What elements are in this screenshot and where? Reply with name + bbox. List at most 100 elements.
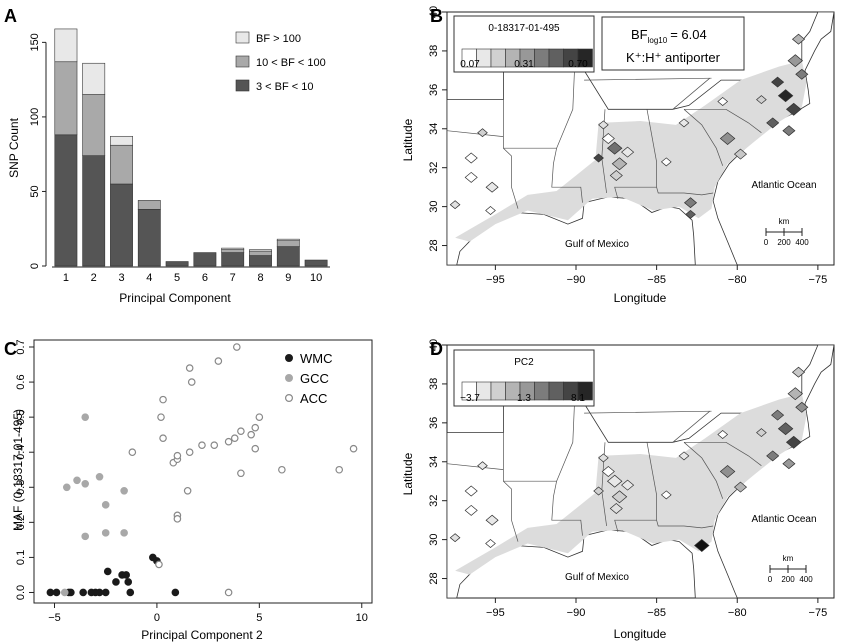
sample-county-26 bbox=[782, 125, 796, 137]
lat-tick-label: 36 bbox=[428, 417, 440, 429]
sample-county-24 bbox=[766, 450, 780, 462]
sample-county-6 bbox=[485, 206, 496, 215]
point-acc-29 bbox=[224, 588, 233, 597]
x-tick-label: 7 bbox=[230, 272, 236, 284]
point-acc-22 bbox=[247, 430, 255, 439]
x-tick-label: 5 bbox=[174, 272, 180, 284]
sample-county-5 bbox=[477, 461, 488, 471]
state-border-10 bbox=[672, 77, 711, 110]
lon-tick-label: −80 bbox=[728, 607, 747, 619]
x-tick-label: 9 bbox=[285, 272, 291, 284]
lon-tick-label: −75 bbox=[809, 607, 828, 619]
lat-tick-label: 30 bbox=[428, 200, 440, 212]
sample-county-28 bbox=[795, 401, 809, 413]
bf-prefix: BF bbox=[631, 27, 648, 42]
panel-b-axes: −95 −90 −85 −80 −75 28 30 32 34 36 38 40 bbox=[428, 6, 827, 286]
sample-county-20 bbox=[733, 148, 748, 160]
bar-9-series-1 bbox=[276, 246, 300, 267]
panel-b-legend-swatches bbox=[461, 48, 593, 68]
state-border-2 bbox=[503, 480, 583, 536]
state-border-6 bbox=[656, 187, 714, 196]
point-wmc-2 bbox=[52, 588, 61, 597]
point-acc-18 bbox=[230, 434, 239, 442]
sample-county-10 bbox=[606, 474, 623, 488]
point-wmc-1 bbox=[46, 588, 55, 597]
lon-tick-label: −95 bbox=[486, 607, 505, 619]
sample-county-6 bbox=[485, 539, 496, 548]
legend-label: WMC bbox=[300, 351, 333, 366]
sample-county-22 bbox=[777, 422, 794, 436]
panel-b-atlantic-label: Atlantic Ocean bbox=[751, 180, 816, 191]
sample-county-3 bbox=[464, 504, 478, 516]
sample-county-13 bbox=[621, 479, 635, 491]
x-tick-label: 10 bbox=[356, 612, 368, 624]
legend-swatch bbox=[235, 31, 250, 44]
sample-county-23 bbox=[777, 89, 794, 103]
panel-c-points bbox=[46, 343, 358, 597]
panel-d-scalebar: km 0 200 400 bbox=[768, 554, 813, 584]
panel-c-xlabel: Principal Component 2 bbox=[141, 628, 263, 642]
panel-b-legend-tick-min: 0.07 bbox=[460, 59, 480, 70]
sample-county-19 bbox=[719, 132, 736, 145]
panel-b-scalebar-200: 200 bbox=[777, 238, 791, 247]
state-border-10 bbox=[672, 410, 711, 443]
point-wmc-11 bbox=[112, 578, 120, 586]
point-acc-1 bbox=[128, 448, 137, 457]
y-tick-label: 0.0 bbox=[15, 585, 27, 600]
bar-2-series-1 bbox=[82, 155, 106, 267]
bar-5-series-1 bbox=[165, 261, 189, 267]
sample-county-13 bbox=[621, 146, 635, 158]
sample-county-7 bbox=[593, 486, 604, 496]
sample-county-8 bbox=[601, 133, 615, 144]
sample-county-18 bbox=[717, 97, 729, 106]
sample-county-2 bbox=[464, 485, 478, 497]
lon-tick-label: −80 bbox=[728, 274, 747, 286]
point-gcc-8 bbox=[101, 529, 110, 537]
panel-d-gulf-label: Gulf of Mexico bbox=[565, 572, 629, 583]
state-border-2 bbox=[503, 147, 583, 203]
panel-b-bf-annotation: BFlog10 = 6.04 bbox=[631, 27, 707, 45]
bar-2-series-2 bbox=[82, 94, 106, 156]
state-border-9 bbox=[584, 410, 712, 414]
sample-county-4 bbox=[485, 514, 499, 526]
bar-4-series-1 bbox=[137, 209, 161, 267]
x-tick-label: 5 bbox=[256, 612, 262, 624]
sample-county-17 bbox=[685, 209, 696, 219]
legend-marker bbox=[285, 394, 294, 403]
lon-tick-label: −95 bbox=[486, 274, 505, 286]
point-acc-19 bbox=[233, 343, 241, 351]
point-gcc-7 bbox=[101, 501, 110, 509]
state-border-3 bbox=[556, 405, 575, 482]
sample-county-1 bbox=[449, 200, 461, 210]
panel-b-gulf-label: Gulf of Mexico bbox=[565, 239, 629, 250]
point-gcc-9 bbox=[120, 486, 128, 495]
bar-7-series-1 bbox=[221, 252, 245, 267]
y-tick-label: 100 bbox=[29, 108, 41, 126]
sample-county-11 bbox=[611, 490, 628, 504]
sample-county-27 bbox=[787, 54, 804, 68]
point-acc-15 bbox=[210, 441, 219, 450]
sample-county-7 bbox=[593, 153, 604, 163]
point-acc-30 bbox=[155, 560, 163, 569]
point-acc-3 bbox=[157, 413, 165, 421]
panel-d-legend-swatches bbox=[461, 381, 593, 401]
panel-d-legend-tick-max: 8.1 bbox=[571, 393, 585, 404]
lat-tick-label: 36 bbox=[428, 84, 440, 96]
panel-c-axes: −5 0 5 10 0.0 0.1 0.2 0.3 0.4 0.5 0.6 0.7 bbox=[15, 339, 368, 624]
state-border-3 bbox=[556, 72, 575, 149]
lon-tick-label: −85 bbox=[647, 274, 666, 286]
point-wmc-10 bbox=[103, 567, 112, 576]
sample-county-14 bbox=[660, 490, 672, 500]
bar-9-series-3 bbox=[276, 238, 300, 241]
point-acc-17 bbox=[224, 437, 233, 446]
panel-a-xlabel: Principal Component bbox=[119, 291, 231, 305]
x-tick-label: 2 bbox=[91, 272, 97, 284]
sample-county-19 bbox=[733, 481, 748, 493]
panel-label-a: A bbox=[4, 6, 17, 26]
point-acc-9 bbox=[173, 515, 182, 523]
panel-d-scalebar-0: 0 bbox=[768, 575, 773, 584]
lat-tick-label: 38 bbox=[428, 45, 440, 57]
sample-county-18 bbox=[719, 465, 736, 478]
sample-county-25 bbox=[766, 117, 780, 129]
